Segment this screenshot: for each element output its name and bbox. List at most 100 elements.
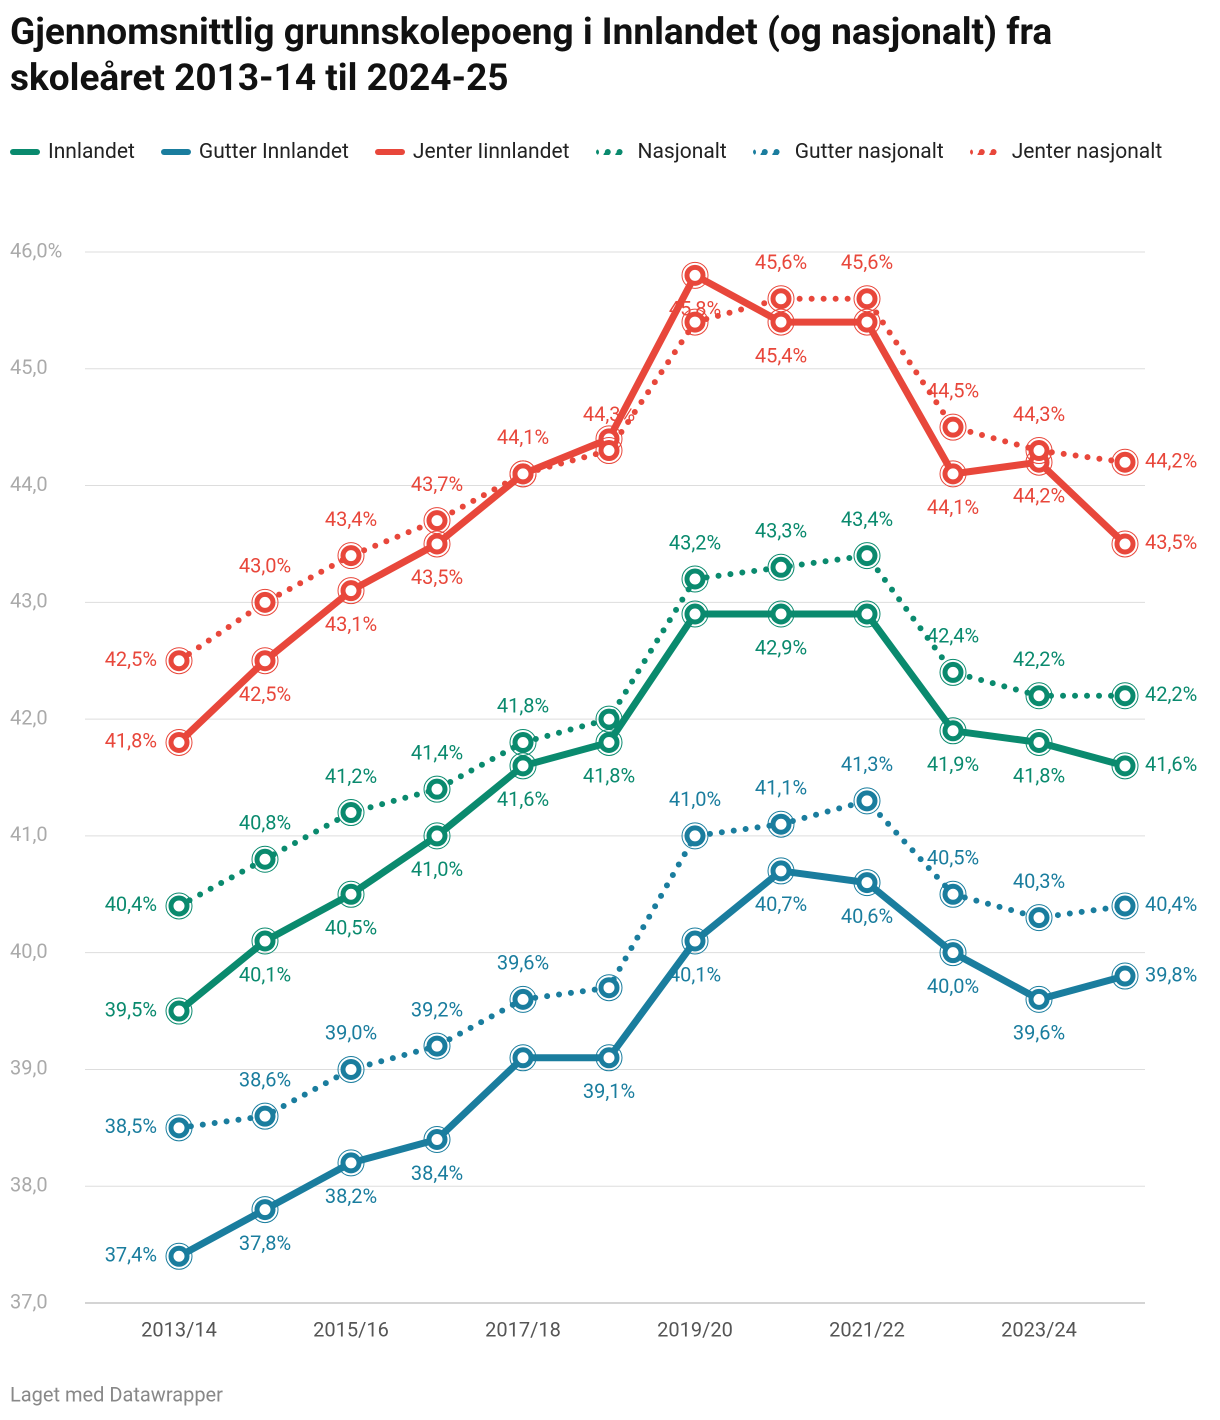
point [856,545,878,567]
point [340,802,362,824]
legend-label: Nasjonalt [637,140,727,164]
y-tick-label: 40,0 [10,939,48,963]
point [598,1047,620,1069]
ring [853,285,881,313]
value-label: 44,1% [497,425,549,449]
value-label: 44,2% [1145,448,1197,472]
ring [337,1149,365,1177]
y-tick-label: 42,0 [10,705,48,729]
ring [1111,530,1139,558]
point [598,708,620,730]
point [942,883,964,905]
ring [337,577,365,605]
value-label: 39,6% [497,951,549,975]
series-line [176,552,1128,909]
value-label: 43,5% [411,565,463,589]
legend-swatch [595,149,624,155]
value-label: 37,4% [105,1243,157,1267]
point [254,930,276,952]
value-label: 40,4% [105,892,157,916]
point [254,1199,276,1221]
point [942,463,964,485]
ring [165,892,193,920]
value-label: 41,2% [325,764,377,788]
y-tick-label: 45,0 [10,355,48,379]
x-tick-label: 2015/16 [313,1317,389,1341]
point [856,311,878,333]
value-label: 39,8% [1145,962,1197,986]
value-label: 43,4% [841,507,893,531]
ring [767,600,795,628]
value-label: 40,5% [325,916,377,940]
value-label: 39,0% [325,1021,377,1045]
value-label: 40,8% [239,811,291,835]
ring [1111,962,1139,990]
ring [1111,892,1139,920]
ring [681,927,709,955]
legend-swatch [160,149,191,155]
ring [595,705,623,733]
value-label: 44,2% [1013,483,1065,507]
ring [509,728,537,756]
ring [939,939,967,967]
y-tick-label: 41,0 [10,822,48,846]
value-label: 43,7% [411,472,463,496]
value-label: 38,4% [411,1161,463,1185]
value-label: 42,5% [105,647,157,671]
y-tick-label: 38,0 [10,1173,48,1197]
ring [165,1114,193,1142]
point [684,264,706,286]
y-tick-label: 46,0% [10,238,62,262]
point [168,1000,190,1022]
value-label: 37,8% [239,1231,291,1255]
point [340,1058,362,1080]
ring [251,845,279,873]
value-label: 40,1% [669,962,721,986]
ring [1025,904,1053,932]
ring [681,822,709,850]
value-label: 38,5% [105,1114,157,1138]
point [1114,451,1136,473]
ring [939,717,967,745]
footer: Laget med Datawrapper [10,1382,223,1406]
legend-swatch [10,149,40,155]
x-tick-label: 2017/18 [485,1317,561,1341]
ring [595,1044,623,1072]
ring [1111,752,1139,780]
ring [939,880,967,908]
value-label: 44,3% [1013,402,1065,426]
x-tick-label: 2019/20 [657,1317,733,1341]
ring [1025,985,1053,1013]
point [340,1152,362,1174]
series-line [175,867,1129,1260]
point [512,755,534,777]
ring [251,1196,279,1224]
point [168,731,190,753]
value-label: 42,2% [1145,682,1197,706]
value-label: 45,4% [755,343,807,367]
value-label: 44,5% [927,378,979,402]
value-label: 41,0% [669,787,721,811]
value-label: 40,3% [1013,869,1065,893]
value-label: 41,6% [1145,752,1197,776]
value-label: 43,2% [669,530,721,554]
point [426,1129,448,1151]
point [254,650,276,672]
value-label: 39,6% [1013,1021,1065,1045]
point [1028,988,1050,1010]
ring [337,542,365,570]
value-label: 45,6% [755,250,807,274]
value-label: 41,4% [411,740,463,764]
legend-item: Jenter Iinnlandet [374,134,570,170]
y-tick-label: 39,0 [10,1056,48,1080]
point [426,510,448,532]
value-label: 41,0% [411,857,463,881]
legend-label: Jenter nasjonalt [1011,140,1163,164]
point [1114,965,1136,987]
value-label: 41,8% [583,764,635,788]
point [168,1117,190,1139]
ring [509,1044,537,1072]
point [168,1245,190,1267]
series-line [175,610,1129,1015]
point [340,883,362,905]
